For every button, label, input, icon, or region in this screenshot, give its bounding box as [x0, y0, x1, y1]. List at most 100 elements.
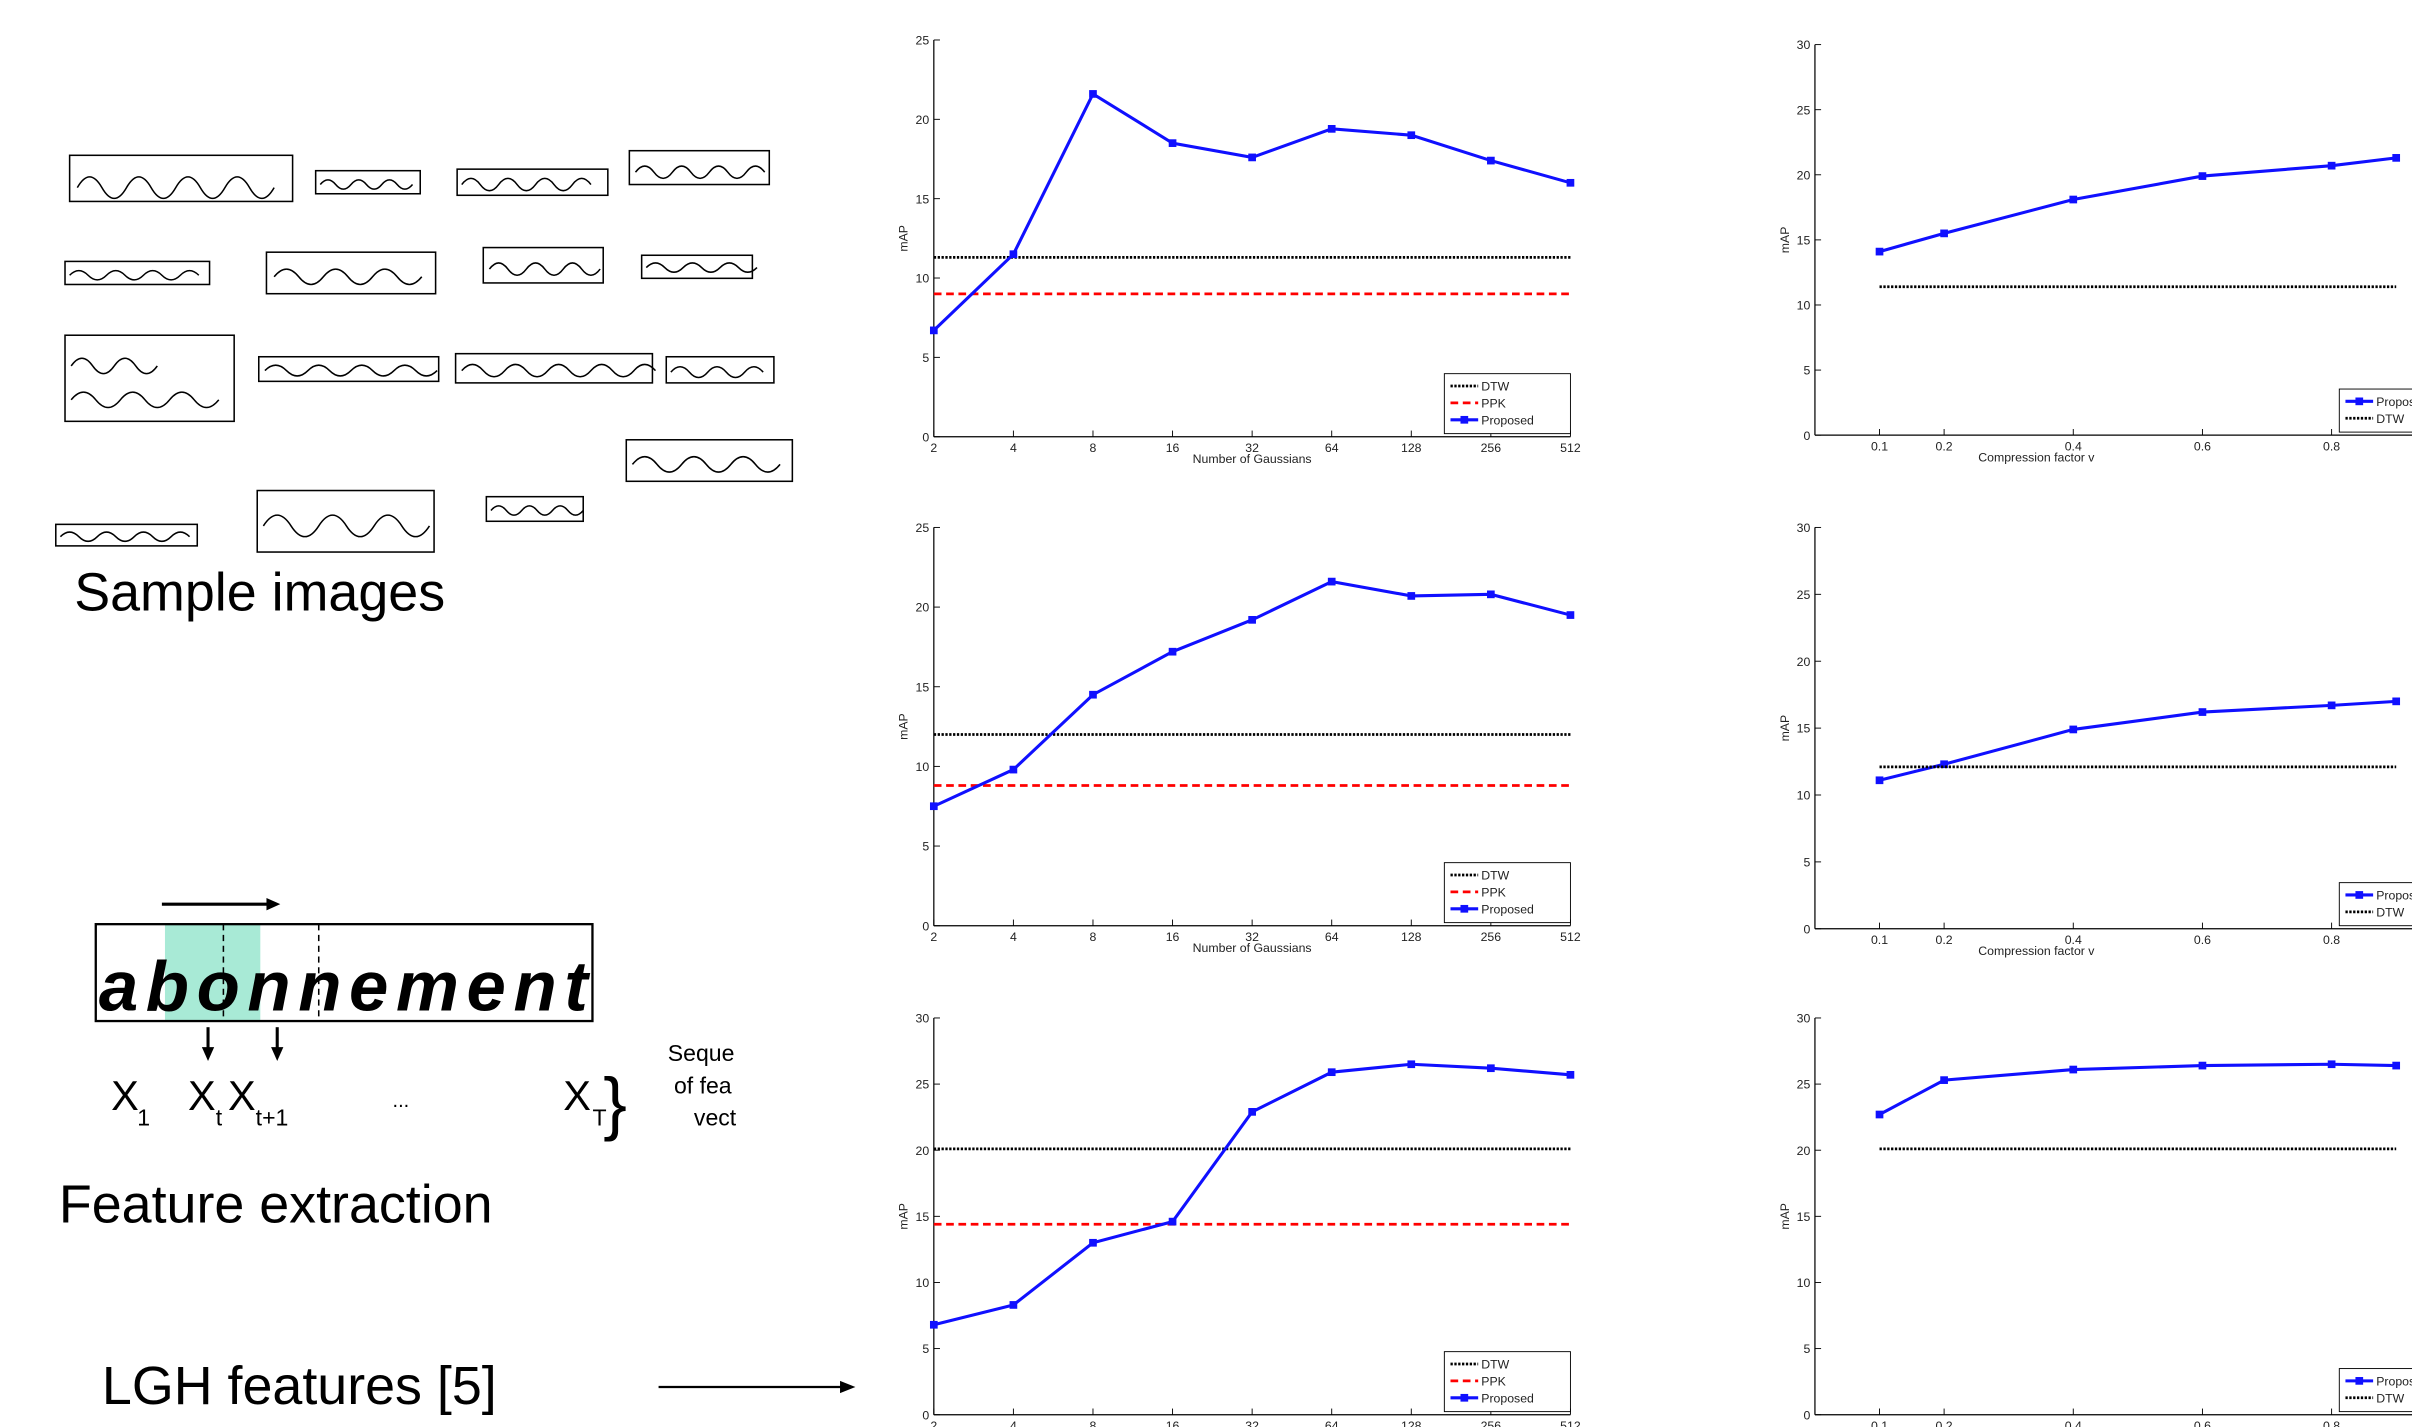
- slide: Sample images abonnement X 1 X t X t+1 .…: [0, 0, 2412, 1427]
- x-tick-label: 0.2: [1936, 933, 1953, 947]
- point: [1089, 1239, 1097, 1247]
- x-symbol: X: [563, 1072, 591, 1119]
- legend-label: Proposed: [1481, 902, 1534, 916]
- y-tick-label: 0: [922, 919, 929, 933]
- y-tick-label: 20: [916, 1144, 930, 1158]
- point: [1248, 154, 1256, 162]
- y-axis-label: mAP: [1778, 227, 1792, 254]
- x-tick-label: 512: [1560, 930, 1581, 944]
- x-tick-label: 4: [1010, 1419, 1017, 1427]
- feature-image: abonnement: [96, 898, 593, 1061]
- y-tick-label: 10: [916, 272, 930, 286]
- x-tick-label: 128: [1401, 1419, 1422, 1427]
- point: [1876, 248, 1884, 256]
- point: [1248, 1108, 1256, 1116]
- x-tick-label: 0.8: [2323, 1419, 2340, 1427]
- y-tick-label: 25: [1797, 1078, 1811, 1092]
- x-tick-label: 0.6: [2194, 933, 2211, 947]
- y-tick-label: 0: [1803, 1408, 1810, 1422]
- page: {"slide":{"sample_caption":"Sample image…: [0, 0, 2412, 1427]
- point: [2069, 196, 2077, 204]
- y-tick-label: 0: [922, 430, 929, 444]
- point: [1407, 592, 1415, 600]
- point: [2392, 1062, 2400, 1070]
- caption: Sample images: [74, 562, 445, 622]
- point: [2199, 172, 2207, 180]
- x-symbol: X: [111, 1072, 139, 1119]
- point: [1169, 648, 1177, 656]
- word: abonnement: [99, 946, 590, 1025]
- y-tick-label: 5: [1803, 1342, 1810, 1356]
- y-tick-label: 10: [1797, 299, 1811, 313]
- point: [1940, 1076, 1948, 1084]
- x-tick-label: 512: [1560, 1419, 1581, 1427]
- point: [2392, 154, 2400, 162]
- subscript: 1: [137, 1105, 150, 1131]
- x-tick-label: 16: [1166, 930, 1180, 944]
- legend-label: DTW: [2376, 1391, 2404, 1405]
- x-tick-label: 256: [1481, 930, 1502, 944]
- x-tick-label: 8: [1090, 441, 1097, 455]
- x-tick-label: 0.1: [1871, 440, 1888, 454]
- y-tick-label: 15: [916, 192, 930, 206]
- y-tick-label: 20: [1797, 1144, 1811, 1158]
- y-tick-label: 15: [916, 680, 930, 694]
- x-tick-label: 0.8: [2323, 440, 2340, 454]
- point: [2069, 726, 2077, 734]
- y-axis-label: mAP: [1778, 715, 1792, 742]
- point: [2392, 698, 2400, 706]
- subscript: t: [216, 1105, 223, 1131]
- y-tick-label: 5: [1803, 856, 1810, 870]
- x-tick-label: 32: [1245, 1419, 1259, 1427]
- y-tick-label: 15: [1797, 1210, 1811, 1224]
- y-tick-label: 25: [916, 521, 930, 535]
- point: [1407, 131, 1415, 139]
- x-tick-label: 4: [1010, 930, 1017, 944]
- legend-label: PPK: [1481, 1374, 1506, 1388]
- legend-label: Proposed: [1481, 1391, 1534, 1405]
- x-tick-label: 16: [1166, 1419, 1180, 1427]
- y-tick-label: 15: [1797, 722, 1811, 736]
- y-tick-label: 15: [1797, 233, 1811, 247]
- x-tick-label: 0.1: [1871, 1419, 1888, 1427]
- y-tick-label: 0: [922, 1408, 929, 1422]
- x-tick-label: 0.2: [1936, 1419, 1953, 1427]
- x-tick-label: 0.6: [2194, 440, 2211, 454]
- sequence-note: Seque of fea vect: [668, 1040, 737, 1131]
- y-tick-label: 5: [1803, 364, 1810, 378]
- x-tick-label: 128: [1401, 930, 1422, 944]
- series-line: [934, 1064, 1571, 1325]
- arrow-head: [202, 1047, 214, 1061]
- ellipsis: ...: [393, 1090, 410, 1112]
- point: [1248, 616, 1256, 624]
- y-tick-label: 30: [1797, 521, 1811, 535]
- y-axis-label: mAP: [1778, 1203, 1792, 1230]
- point: [2199, 1062, 2207, 1070]
- y-tick-label: 25: [1797, 103, 1811, 117]
- x-axis-label: Number of Gaussians: [1193, 452, 1312, 466]
- point: [1567, 1071, 1575, 1079]
- y-tick-label: 5: [922, 1342, 929, 1356]
- point: [1876, 776, 1884, 784]
- sequence-labels: X 1 X t X t+1 ... X T }: [111, 1063, 627, 1142]
- x-tick-label: 64: [1325, 1419, 1339, 1427]
- series-line: [934, 582, 1571, 807]
- series-line: [934, 94, 1571, 330]
- x-tick-label: 16: [1166, 441, 1180, 455]
- legend-marker: [1460, 905, 1468, 913]
- x-axis-label: Compression factor v: [1978, 944, 2095, 958]
- y-tick-label: 20: [916, 601, 930, 615]
- note: Seque: [668, 1040, 735, 1066]
- caption: Feature extraction: [59, 1174, 493, 1234]
- point: [1328, 1068, 1336, 1076]
- point: [1407, 1060, 1415, 1068]
- subscript: t+1: [256, 1105, 289, 1131]
- y-tick-label: 10: [1797, 1276, 1811, 1290]
- point: [1328, 125, 1336, 133]
- legend-label: DTW: [1481, 869, 1509, 883]
- x-tick-label: 8: [1090, 930, 1097, 944]
- legend-label: Proposed: [2376, 395, 2412, 409]
- x-tick-label: 64: [1325, 441, 1339, 455]
- legend-label: Proposed: [2376, 1374, 2412, 1388]
- legend-label: DTW: [1481, 380, 1509, 394]
